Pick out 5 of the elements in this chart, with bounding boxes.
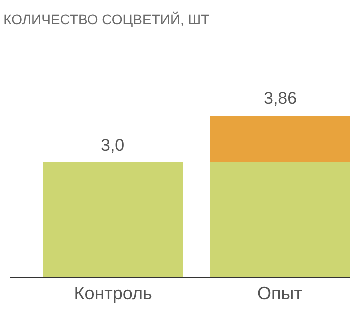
x-tick-label: Контроль bbox=[74, 284, 152, 304]
x-tick-label: Опыт bbox=[258, 284, 302, 304]
text: 3,86 bbox=[264, 89, 298, 108]
chart-title: КОЛИЧЕСТВО СОЦВЕТИЙ, ШТ bbox=[4, 11, 210, 28]
annotation: 3,0 bbox=[101, 136, 125, 155]
